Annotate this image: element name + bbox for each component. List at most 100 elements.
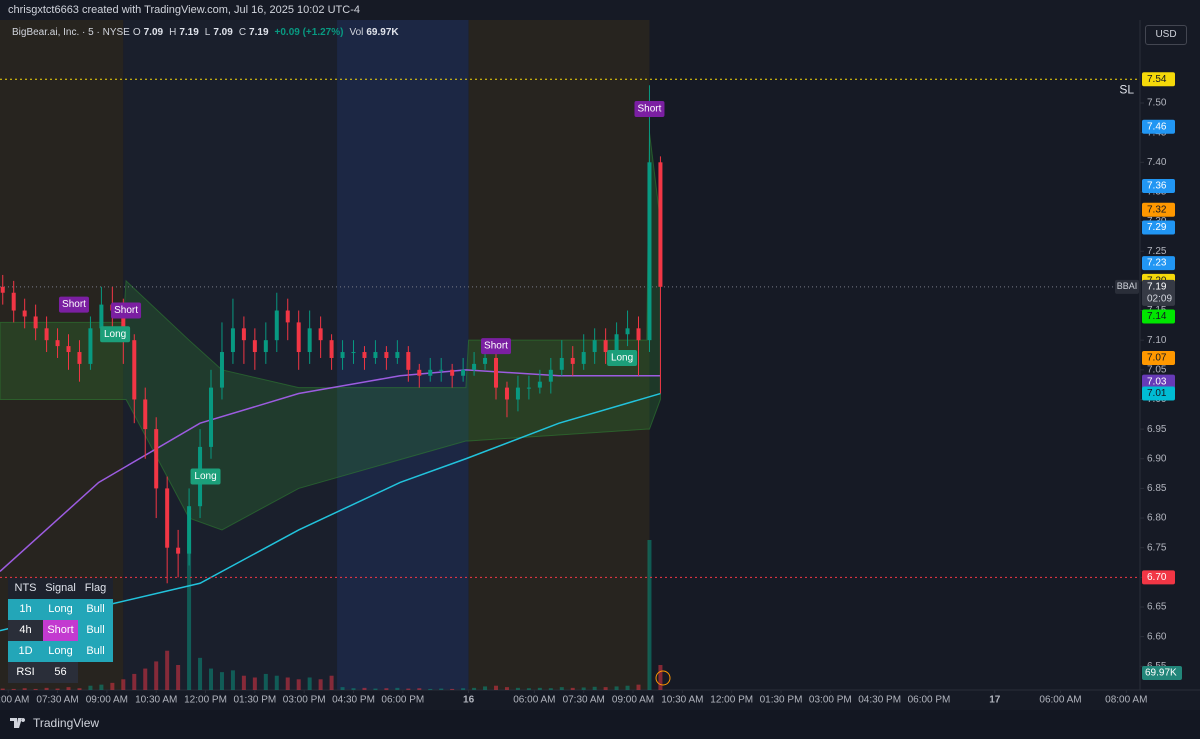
candle-body (241, 328, 246, 341)
legend-key: O (132, 27, 141, 38)
volume-bar (636, 684, 641, 690)
last-price-badge (1142, 279, 1175, 306)
signal-box (100, 326, 131, 343)
volume-bar (88, 685, 93, 690)
candle-body (351, 352, 356, 354)
legend-key: H (169, 27, 177, 38)
volume-bar (351, 688, 356, 690)
signal-box (190, 468, 221, 485)
price-badge-label: 7.32 (1147, 204, 1167, 215)
symbol: BigBear.ai, Inc. · 5 · NYSE (12, 27, 130, 38)
table-cell: Bull (78, 599, 113, 620)
x-tick-label: 16 (463, 695, 475, 706)
attribution: chrisgxtct6663 created with TradingView.… (8, 4, 360, 16)
legend-value: 7.19 (179, 27, 199, 38)
candle-body (187, 506, 192, 554)
signal: Short (58, 296, 89, 313)
volume-bar (592, 686, 597, 690)
top-bar (0, 0, 1200, 20)
candle-body (439, 369, 444, 371)
candle-body (581, 352, 586, 364)
legend-value: 7.09 (213, 27, 233, 38)
x-tick-label: 12:00 PM (184, 695, 227, 706)
candle-body (450, 369, 455, 376)
volume-bar (121, 679, 126, 690)
table-cell: Long (43, 641, 78, 662)
volume-bar (504, 687, 509, 690)
x-tick-label: 10:30 AM (661, 695, 703, 706)
candle-body (472, 363, 477, 370)
volume-bar (417, 688, 422, 690)
volume-bar (307, 677, 312, 690)
volume-bar (66, 687, 71, 690)
volume-bar (373, 688, 378, 690)
volume-bar (515, 687, 520, 690)
table-cell: Bull (78, 641, 113, 662)
volume-bar (154, 661, 159, 690)
signal-box (58, 296, 89, 313)
candle-body (11, 292, 16, 311)
volume-bar (461, 688, 466, 690)
countdown: 02:09 (1147, 293, 1172, 304)
candle-body (88, 328, 93, 364)
x-tick-label: 17 (989, 695, 1001, 706)
candle-body (395, 352, 400, 358)
candle-body (33, 316, 38, 329)
x-tick-label: 06:00 AM (1039, 695, 1081, 706)
candle-body (417, 369, 422, 376)
price-badge (1142, 309, 1175, 324)
volume-bar (603, 687, 608, 690)
candle-body (44, 328, 49, 341)
volume-bar (252, 677, 257, 690)
logo (10, 718, 26, 728)
table-cell: Short (43, 620, 78, 641)
table-header-cell: Flag (78, 578, 113, 599)
legend-key: C (238, 27, 247, 38)
candle-body (526, 387, 531, 389)
table-cell: Long (43, 599, 78, 620)
volume-badge (1142, 666, 1182, 680)
x-tick-label: 01:30 PM (233, 695, 276, 706)
candle-body (548, 369, 553, 382)
symbol-badge (1115, 279, 1139, 294)
candle-body (483, 357, 488, 364)
volume-bar (274, 675, 279, 690)
y-tick-label: 7.25 (1147, 246, 1167, 257)
signal: Long (607, 349, 638, 366)
symbol-label: BBAI (1117, 281, 1138, 291)
candle-body (515, 387, 520, 400)
y-tick-label: 6.90 (1147, 453, 1167, 464)
alert-icon (655, 670, 671, 686)
candle-body (77, 352, 82, 364)
volume-bar (329, 675, 334, 690)
price-badge (1142, 72, 1175, 87)
candle-body (603, 340, 608, 353)
volume-bar (340, 687, 345, 690)
x-tick-label: 09:00 AM (86, 695, 128, 706)
x-tick-label: 03:00 PM (283, 695, 326, 706)
level-label: SL (1119, 82, 1134, 96)
x-tick-label: 12:00 PM (710, 695, 753, 706)
volume-bar (318, 679, 323, 690)
legend-key: L (204, 27, 211, 38)
signal-box (634, 100, 665, 117)
volume-bar (132, 673, 137, 690)
candle-body (318, 328, 323, 341)
table-row: 1h Long Bull (8, 599, 113, 620)
candle-body (143, 399, 148, 430)
candle-body (165, 488, 170, 548)
signal-label: Long (194, 471, 216, 482)
price-badge (1142, 386, 1175, 401)
price-badge-label: 7.36 (1147, 181, 1167, 192)
currency-button[interactable]: USD (1145, 25, 1187, 45)
candle-body (340, 352, 345, 358)
volume-bar (384, 688, 389, 690)
volume-bar (0, 688, 5, 690)
session-shade (123, 0, 338, 690)
signal: Long (190, 468, 221, 485)
candle-body (570, 357, 575, 364)
candle-body (461, 369, 466, 376)
price-badge (1142, 202, 1175, 217)
y-tick-label: 7.40 (1147, 157, 1167, 168)
